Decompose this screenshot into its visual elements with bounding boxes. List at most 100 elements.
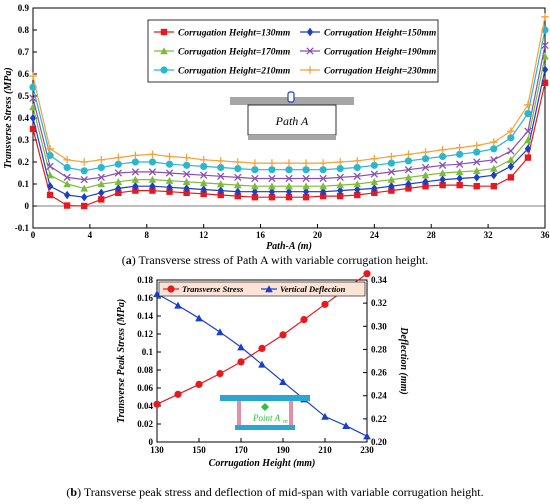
data-point xyxy=(251,174,259,183)
data-point xyxy=(388,187,395,194)
y-left-tick-label: 0.06 xyxy=(137,383,153,393)
data-point xyxy=(439,152,447,161)
data-point xyxy=(302,182,310,190)
data-point xyxy=(216,328,224,336)
x-tick-label: 210 xyxy=(318,445,332,455)
data-point xyxy=(183,184,190,193)
data-point xyxy=(195,380,203,388)
data-point xyxy=(321,412,329,420)
data-point xyxy=(258,344,266,352)
data-point xyxy=(421,163,430,172)
y-tick-label: 0.5 xyxy=(18,91,30,101)
data-point xyxy=(455,168,464,176)
data-point xyxy=(216,370,224,378)
data-point xyxy=(404,150,413,159)
data-point xyxy=(370,154,379,163)
data-point xyxy=(404,157,413,165)
x-tick-label: 20 xyxy=(313,230,323,240)
data-point xyxy=(115,189,122,196)
data-point xyxy=(234,192,241,200)
data-point xyxy=(182,170,191,178)
x-tick-label: 24 xyxy=(370,230,380,240)
data-point xyxy=(438,161,447,169)
data-point xyxy=(524,136,532,144)
inset-point-marker xyxy=(261,403,269,411)
data-point xyxy=(336,165,344,173)
y-right-tick-label: 0.30 xyxy=(371,321,387,331)
data-point xyxy=(46,182,54,191)
data-point xyxy=(342,422,350,429)
data-point xyxy=(319,187,327,196)
data-point xyxy=(363,432,371,440)
data-point xyxy=(319,159,327,167)
data-point xyxy=(165,169,174,177)
data-point xyxy=(63,173,71,182)
data-point xyxy=(524,154,532,161)
data-point xyxy=(353,157,362,165)
data-point xyxy=(490,156,498,164)
data-point xyxy=(473,183,480,190)
data-point xyxy=(336,173,344,182)
data-point xyxy=(234,187,241,196)
data-point xyxy=(279,378,287,386)
data-point xyxy=(217,186,224,195)
data-point xyxy=(63,163,71,172)
data-point xyxy=(439,175,446,184)
data-point xyxy=(507,174,515,181)
data-point xyxy=(166,183,173,192)
data-point xyxy=(507,147,515,155)
data-point xyxy=(165,152,174,161)
data-point xyxy=(237,358,245,366)
y-tick-label: 0.7 xyxy=(18,47,30,57)
data-point xyxy=(217,191,224,199)
data-point xyxy=(234,165,242,173)
x-tick-label: 16 xyxy=(256,230,266,240)
data-point xyxy=(216,180,225,188)
x-tick-label: 150 xyxy=(192,445,206,455)
data-point xyxy=(541,13,549,21)
data-point xyxy=(336,181,344,189)
data-point xyxy=(319,182,327,190)
data-point xyxy=(148,158,157,166)
data-point xyxy=(337,192,344,200)
data-point xyxy=(321,300,329,308)
data-point xyxy=(153,400,161,408)
y-tick-label: -0.1 xyxy=(15,223,30,233)
data-point xyxy=(63,156,71,164)
y-left-tick-label: 0.16 xyxy=(137,293,153,303)
data-point xyxy=(251,187,259,196)
data-point xyxy=(387,175,396,183)
data-point xyxy=(490,138,498,146)
y-tick-label: 0.9 xyxy=(18,3,30,13)
data-point xyxy=(195,314,203,322)
data-point xyxy=(300,316,308,324)
data-point xyxy=(268,182,276,190)
y-right-tick-label: 0.24 xyxy=(371,391,387,401)
data-point xyxy=(174,390,182,398)
y-right-tick-label: 0.20 xyxy=(371,437,387,447)
data-point xyxy=(80,167,88,175)
data-point xyxy=(63,190,71,200)
x-tick-label: 190 xyxy=(276,445,290,455)
legend-marker xyxy=(160,47,168,55)
legend-label: Vertical Deflection xyxy=(280,284,346,294)
data-point xyxy=(472,167,481,174)
data-point xyxy=(29,103,37,111)
data-point xyxy=(80,175,88,184)
data-point xyxy=(251,194,259,201)
x-axis-label: Path-A (m) xyxy=(266,241,312,252)
data-point xyxy=(199,156,208,164)
y-left-tick-label: 0.14 xyxy=(137,311,153,321)
data-point xyxy=(46,162,54,171)
legend-label: Corrugation Height=230mm xyxy=(324,67,436,77)
data-point xyxy=(371,189,378,196)
data-point xyxy=(302,174,310,183)
data-point xyxy=(370,170,378,178)
legend-label: Transverse Stress xyxy=(182,284,244,294)
data-point xyxy=(507,156,515,163)
data-point xyxy=(456,181,463,189)
inset-bottom-flange xyxy=(235,425,295,430)
data-point xyxy=(258,360,266,368)
data-point xyxy=(387,159,395,167)
data-point xyxy=(524,144,532,153)
